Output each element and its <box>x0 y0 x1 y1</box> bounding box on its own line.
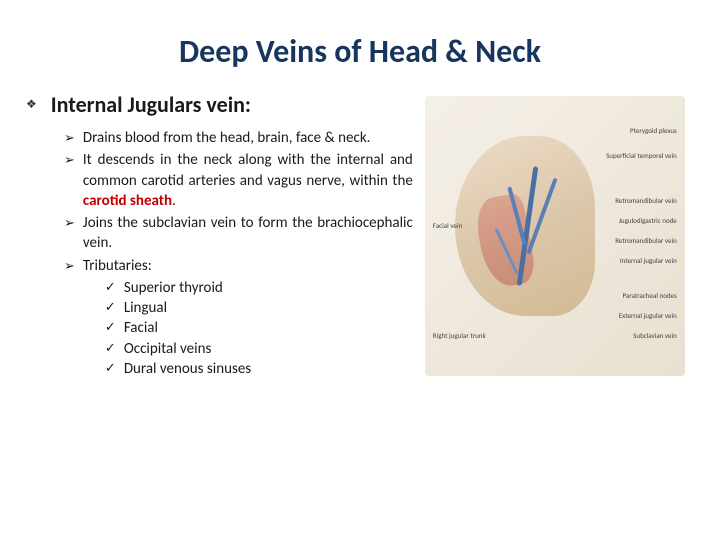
bullet-list: ➢ Drains blood from the head, brain, fac… <box>30 128 413 379</box>
subtitle-row: ❖ Internal Jugulars vein: <box>26 91 413 118</box>
bullet-text: Drains blood from the head, brain, face … <box>83 128 413 148</box>
arrow-bullet-icon: ➢ <box>64 150 75 211</box>
text-column: ❖ Internal Jugulars vein: ➢ Drains blood… <box>30 91 413 381</box>
content-row: ❖ Internal Jugulars vein: ➢ Drains blood… <box>30 91 690 381</box>
diagram-label: Pterygoid plexus <box>630 126 677 135</box>
sub-item-text: Superior thyroid <box>124 278 223 298</box>
check-icon: ✓ <box>105 339 116 359</box>
diagram-label: Retromandibular vein <box>615 196 677 205</box>
slide-container: Deep Veins of Head & Neck ❖ Internal Jug… <box>0 0 720 540</box>
vein-overlay <box>495 156 575 316</box>
check-icon: ✓ <box>105 318 116 338</box>
highlight-text: carotid sheath <box>83 192 172 210</box>
bullet-item: ➢ Tributaries: ✓ Superior thyroid ✓ Ling… <box>64 256 413 380</box>
check-icon: ✓ <box>105 278 116 298</box>
sub-item: ✓ Dural venous sinuses <box>105 359 413 379</box>
sub-item-text: Occipital veins <box>124 339 212 359</box>
image-column: Pterygoid plexus Superficial temporal ve… <box>423 91 687 381</box>
bullet-item: ➢ Drains blood from the head, brain, fac… <box>64 128 413 148</box>
diagram-label: Right jugular trunk <box>433 331 486 340</box>
bullet-text: Joins the subclavian vein to form the br… <box>83 213 413 254</box>
sub-list: ✓ Superior thyroid ✓ Lingual ✓ Facial <box>83 278 413 379</box>
diagram-label: Paratracheal nodes <box>622 291 676 300</box>
sub-item: ✓ Lingual <box>105 298 413 318</box>
sub-item: ✓ Superior thyroid <box>105 278 413 298</box>
arrow-bullet-icon: ➢ <box>64 128 75 148</box>
check-icon: ✓ <box>105 359 116 379</box>
sub-item-text: Dural venous sinuses <box>124 359 251 379</box>
diagram-label: Subclavian vein <box>633 331 677 340</box>
check-icon: ✓ <box>105 298 116 318</box>
bullet-text: It descends in the neck along with the i… <box>83 150 413 211</box>
sub-item-text: Lingual <box>124 298 167 318</box>
sub-item: ✓ Facial <box>105 318 413 338</box>
diagram-label: Jugulodigastric node <box>619 216 677 225</box>
bullet-item: ➢ It descends in the neck along with the… <box>64 150 413 211</box>
anatomy-diagram: Pterygoid plexus Superficial temporal ve… <box>425 96 685 376</box>
diagram-label: Facial vein <box>433 221 462 230</box>
diagram-label: External jugular vein <box>619 311 677 320</box>
sub-item-text: Facial <box>124 318 158 338</box>
diamond-bullet-icon: ❖ <box>26 97 37 112</box>
diagram-label: Internal jugular vein <box>620 256 677 265</box>
arrow-bullet-icon: ➢ <box>64 213 75 254</box>
sub-item: ✓ Occipital veins <box>105 339 413 359</box>
slide-title: Deep Veins of Head & Neck <box>30 32 690 71</box>
diagram-label: Retromandibular vein <box>615 236 677 245</box>
arrow-bullet-icon: ➢ <box>64 256 75 380</box>
vein-line <box>507 187 526 246</box>
bullet-text: Tributaries: ✓ Superior thyroid ✓ Lingua… <box>83 256 413 380</box>
vein-line <box>494 228 518 275</box>
bullet-item: ➢ Joins the subclavian vein to form the … <box>64 213 413 254</box>
diagram-label: Superficial temporal vein <box>606 151 677 160</box>
subtitle: Internal Jugulars vein: <box>51 91 251 118</box>
